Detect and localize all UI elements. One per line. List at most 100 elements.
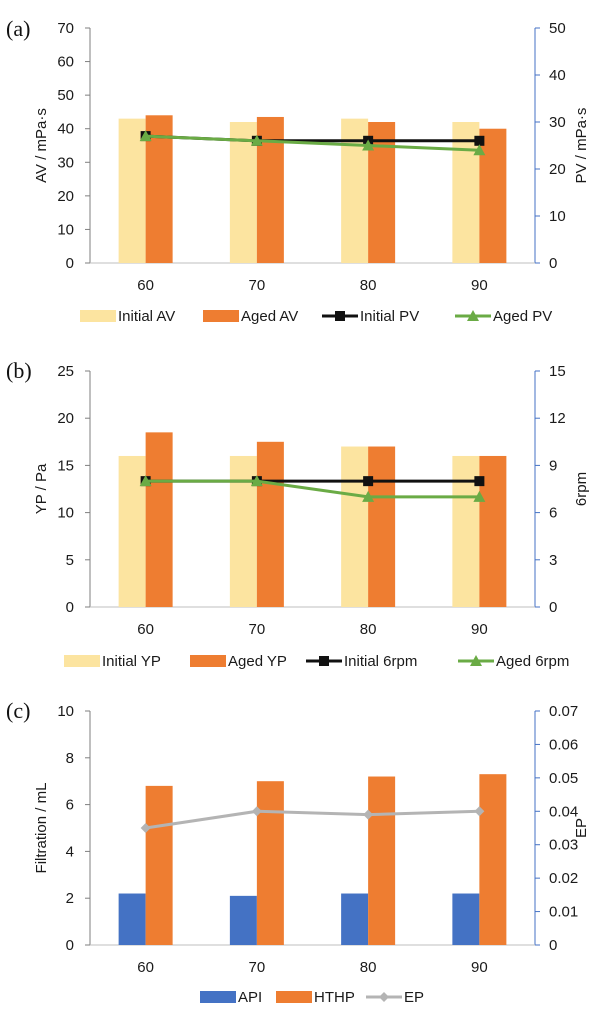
legend-marker-initial-6rpm: [319, 656, 329, 666]
chart-panel-c: (c) 0 2 4 6 8 10 0 0.01 0.02 0.03 0.04 0.05 0.06 0.07 6…: [6, 698, 590, 1006]
right-tick-label: 12: [549, 410, 566, 427]
left-tick-label: 10: [57, 505, 74, 522]
right-tick-label: 0.06: [549, 736, 578, 753]
x-tick-label: 70: [249, 621, 266, 638]
marker-aged-pv-90: [473, 144, 486, 156]
right-tick-label: 0: [549, 255, 557, 272]
bar-api-90: [452, 893, 480, 945]
marker-aged-pv-70: [250, 134, 263, 146]
legend-label-api: API: [238, 989, 262, 1006]
right-tick-label: 15: [549, 363, 566, 380]
legend-swatch-aged-yp: [190, 655, 226, 667]
legend-swatch-api: [200, 991, 236, 1003]
bar-api-80: [341, 893, 369, 945]
x-tick-label: 90: [471, 959, 488, 976]
marker-aged-6rpm-80: [362, 490, 375, 502]
marker-aged-6rpm-70: [250, 475, 263, 487]
bar-api-70: [229, 895, 257, 945]
bar-hthp-70: [256, 781, 284, 945]
right-axis-title: 6rpm: [573, 472, 590, 506]
marker-aged-pv-60: [139, 130, 152, 142]
legend-marker-ep: [379, 992, 389, 1002]
legend-marker-aged-pv: [467, 310, 479, 321]
left-tick-label: 8: [66, 750, 74, 767]
left-tick-label: 50: [57, 87, 74, 104]
marker-ep-80: [363, 809, 374, 820]
bar-aged-yp-60: [145, 432, 173, 607]
x-tick-label: 80: [360, 959, 377, 976]
right-tick-label: 0.03: [549, 837, 578, 854]
x-tick-label: 60: [137, 277, 154, 294]
legend-marker-initial-pv: [335, 311, 345, 321]
right-tick-label: 0: [549, 599, 557, 616]
left-tick-label: 25: [57, 363, 74, 380]
marker-ep-90: [474, 806, 485, 817]
panel-label: (c): [6, 698, 30, 723]
bar-hthp-60: [145, 785, 173, 945]
right-tick-label: 0.05: [549, 770, 578, 787]
left-tick-label: 20: [57, 410, 74, 427]
legend-label-aged-pv: Aged PV: [493, 308, 552, 325]
left-tick-label: 0: [66, 255, 74, 272]
x-tick-label: 70: [249, 277, 266, 294]
legend-swatch-hthp: [276, 991, 312, 1003]
left-tick-label: 2: [66, 890, 74, 907]
right-tick-label: 6: [549, 505, 557, 522]
right-tick-label: 3: [549, 552, 557, 569]
bar-hthp-90: [479, 774, 507, 945]
right-axis-title: PV / mPa·s: [573, 108, 590, 184]
right-tick-label: 0.04: [549, 803, 578, 820]
right-tick-label: 0: [549, 937, 557, 954]
right-tick-label: 30: [549, 114, 566, 131]
right-tick-label: 0.02: [549, 870, 578, 887]
bar-api-60: [118, 893, 146, 945]
bar-aged-yp-80: [368, 446, 396, 607]
legend-label-aged-av: Aged AV: [241, 308, 298, 325]
left-tick-label: 30: [57, 154, 74, 171]
right-tick-label: 50: [549, 20, 566, 37]
line-aged-6rpm: [145, 479, 480, 499]
legend-label-initial-pv: Initial PV: [360, 308, 419, 325]
marker-aged-6rpm-90: [473, 490, 486, 502]
left-tick-label: 0: [66, 937, 74, 954]
left-tick-label: 20: [57, 188, 74, 205]
bar-hthp-80: [368, 776, 396, 945]
right-axis-title: EP: [573, 818, 590, 838]
left-tick-label: 0: [66, 599, 74, 616]
bar-aged-av-90: [479, 128, 507, 263]
marker-aged-pv-80: [362, 139, 375, 151]
left-tick-label: 6: [66, 797, 74, 814]
legend-swatch-initial-av: [80, 310, 116, 322]
legend-marker-aged-6rpm: [470, 655, 482, 666]
left-tick-label: 4: [66, 843, 74, 860]
bar-initial-av-60: [118, 118, 146, 264]
left-axis-title: YP / Pa: [33, 463, 50, 514]
right-tick-label: 10: [549, 208, 566, 225]
right-tick-label: 40: [549, 67, 566, 84]
panel-label: (a): [6, 16, 30, 41]
line-aged-pv: [145, 134, 480, 152]
x-tick-label: 90: [471, 621, 488, 638]
left-tick-label: 10: [57, 221, 74, 238]
x-tick-label: 70: [249, 959, 266, 976]
left-tick-label: 15: [57, 457, 74, 474]
bar-aged-yp-70: [256, 441, 284, 607]
left-axis-title: AV / mPa·s: [33, 108, 50, 183]
marker-ep-70: [251, 806, 262, 817]
marker-initial-6rpm-80: [363, 476, 374, 487]
right-tick-label: 20: [549, 161, 566, 178]
x-tick-label: 60: [137, 959, 154, 976]
legend-label-hthp: HTHP: [314, 989, 355, 1006]
left-tick-label: 60: [57, 54, 74, 71]
x-tick-label: 60: [137, 621, 154, 638]
marker-initial-6rpm-90: [474, 476, 485, 487]
marker-aged-6rpm-60: [139, 475, 152, 487]
chart-panel-b: (b) 0 5 10 15 20 25 0 3 6 9 12 15 60 70 80 90 YP / Pa 6rpm…: [6, 358, 590, 670]
legend-label-initial-6rpm: Initial 6rpm: [344, 653, 417, 670]
right-tick-label: 9: [549, 457, 557, 474]
line-ep: [145, 809, 480, 830]
left-axis-title: Filtration / mL: [33, 783, 50, 874]
legend-label-initial-yp: Initial YP: [102, 653, 161, 670]
right-tick-label: 0.01: [549, 904, 578, 921]
